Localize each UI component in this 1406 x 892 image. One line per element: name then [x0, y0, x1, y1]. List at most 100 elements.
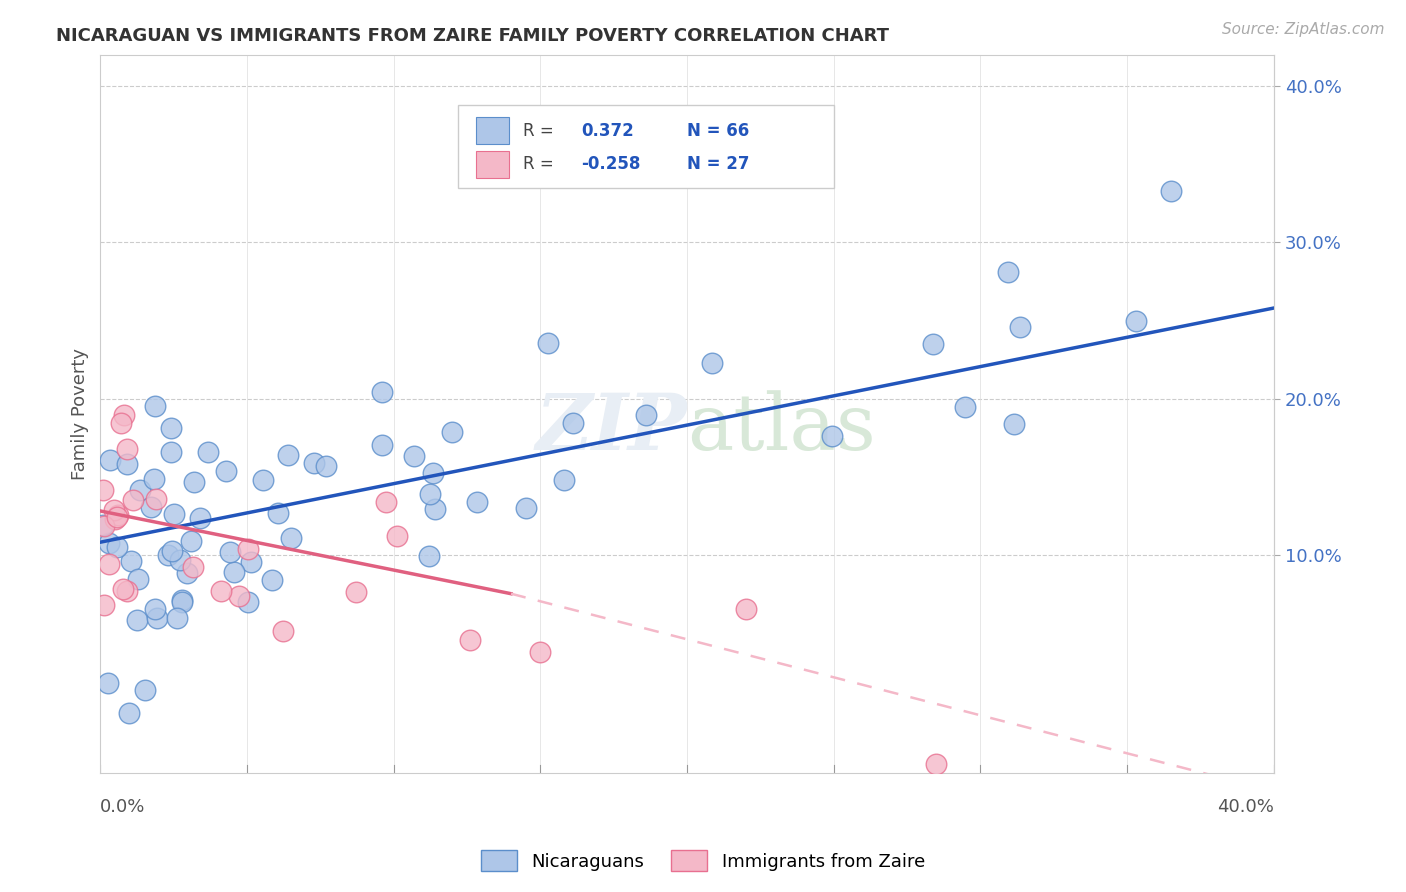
- Text: R =: R =: [523, 121, 554, 139]
- Point: [537, 336, 560, 351]
- Point: [104, 512, 127, 526]
- Point: [458, 633, 481, 648]
- Point: [465, 495, 488, 509]
- Point: [117, 706, 139, 721]
- Point: [91, 518, 114, 533]
- Point: [120, 554, 142, 568]
- Point: [236, 595, 259, 609]
- Point: [955, 400, 977, 414]
- Point: [700, 356, 723, 370]
- Point: [734, 602, 756, 616]
- Point: [181, 560, 204, 574]
- Point: [1160, 184, 1182, 198]
- Point: [925, 756, 948, 771]
- Point: [385, 529, 408, 543]
- Text: -0.258: -0.258: [582, 155, 641, 173]
- FancyBboxPatch shape: [458, 105, 834, 188]
- Point: [145, 610, 167, 624]
- Point: [160, 420, 183, 434]
- Point: [315, 458, 337, 473]
- Point: [1010, 320, 1032, 334]
- Point: [423, 502, 446, 516]
- Point: [183, 475, 205, 490]
- Point: [122, 492, 145, 507]
- Point: [267, 506, 290, 520]
- Point: [145, 492, 167, 507]
- Point: [404, 450, 426, 464]
- Point: [418, 549, 440, 564]
- Point: [169, 552, 191, 566]
- Point: [422, 467, 444, 481]
- Point: [529, 645, 551, 659]
- Point: [93, 598, 115, 612]
- Point: [170, 593, 193, 607]
- Point: [105, 540, 128, 554]
- Point: [141, 500, 163, 515]
- Y-axis label: Family Poverty: Family Poverty: [72, 348, 89, 480]
- Point: [277, 448, 299, 462]
- Point: [98, 453, 121, 467]
- Point: [160, 445, 183, 459]
- Point: [127, 572, 149, 586]
- Text: atlas: atlas: [688, 391, 876, 467]
- Point: [922, 337, 945, 351]
- Point: [374, 494, 396, 508]
- Point: [236, 542, 259, 557]
- Point: [441, 425, 464, 440]
- Point: [143, 601, 166, 615]
- Point: [162, 543, 184, 558]
- Point: [419, 487, 441, 501]
- Point: [344, 585, 367, 599]
- Text: ZIP: ZIP: [536, 391, 688, 467]
- Text: NICARAGUAN VS IMMIGRANTS FROM ZAIRE FAMILY POVERTY CORRELATION CHART: NICARAGUAN VS IMMIGRANTS FROM ZAIRE FAMI…: [56, 27, 889, 45]
- Point: [252, 473, 274, 487]
- Point: [143, 399, 166, 413]
- Point: [176, 566, 198, 581]
- Point: [634, 409, 657, 423]
- Point: [103, 502, 125, 516]
- Point: [562, 416, 585, 430]
- Point: [371, 384, 394, 399]
- Point: [222, 565, 245, 579]
- Point: [125, 613, 148, 627]
- Point: [180, 533, 202, 548]
- Point: [262, 574, 284, 588]
- Point: [219, 545, 242, 559]
- Point: [197, 445, 219, 459]
- FancyBboxPatch shape: [475, 117, 509, 145]
- Point: [142, 472, 165, 486]
- Point: [821, 429, 844, 443]
- Legend: Nicaraguans, Immigrants from Zaire: Nicaraguans, Immigrants from Zaire: [474, 843, 932, 879]
- Text: N = 27: N = 27: [688, 155, 749, 173]
- Point: [134, 683, 156, 698]
- Point: [105, 509, 128, 524]
- Point: [163, 507, 186, 521]
- FancyBboxPatch shape: [475, 151, 509, 178]
- Point: [371, 438, 394, 452]
- Point: [166, 611, 188, 625]
- Point: [115, 583, 138, 598]
- Point: [129, 483, 152, 497]
- Text: 0.0%: 0.0%: [100, 798, 146, 816]
- Point: [157, 548, 180, 562]
- Point: [170, 595, 193, 609]
- Point: [93, 518, 115, 533]
- Text: 40.0%: 40.0%: [1218, 798, 1274, 816]
- Point: [515, 501, 537, 516]
- Point: [98, 536, 121, 550]
- Point: [188, 511, 211, 525]
- Point: [302, 456, 325, 470]
- Point: [91, 483, 114, 498]
- Point: [228, 589, 250, 603]
- Point: [110, 416, 132, 430]
- Point: [112, 408, 135, 422]
- Point: [240, 555, 263, 569]
- Point: [111, 582, 134, 596]
- Point: [98, 558, 121, 572]
- Text: N = 66: N = 66: [688, 121, 749, 139]
- Point: [209, 583, 232, 598]
- Point: [107, 508, 129, 522]
- Point: [97, 675, 120, 690]
- Point: [215, 465, 238, 479]
- Point: [117, 457, 139, 471]
